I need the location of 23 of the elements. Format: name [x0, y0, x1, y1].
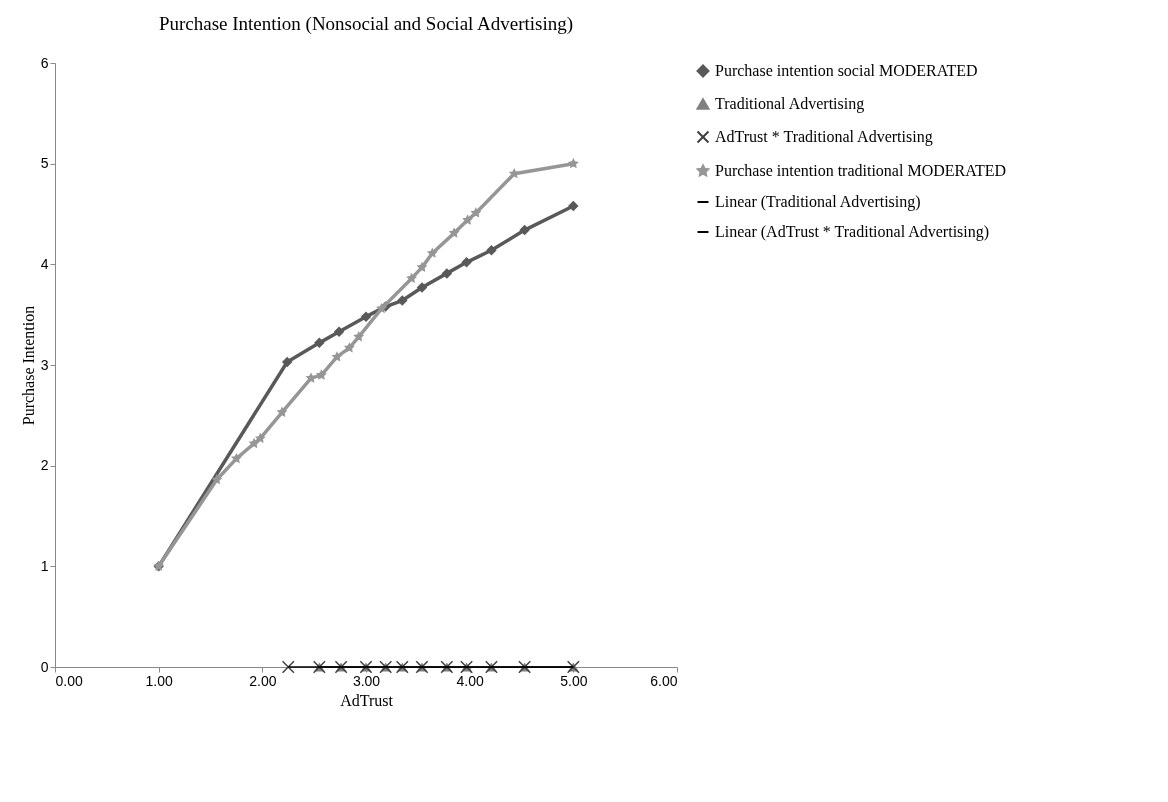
- y-axis-title: Purchase Intention: [19, 305, 37, 426]
- legend-label: Linear (Traditional Advertising): [715, 193, 921, 211]
- x-axis-title: AdTrust: [340, 691, 394, 709]
- y-tick-label: 6: [40, 54, 49, 71]
- x-tick-label: 5.00: [560, 672, 588, 689]
- x-tick-label: 6.00: [650, 672, 678, 689]
- chart-title: Purchase Intention (Nonsocial and Social Advertising): [158, 13, 574, 35]
- y-tick-label: 1: [40, 557, 49, 574]
- y-tick-label: 5: [40, 155, 49, 172]
- legend-label: Linear (AdTrust * Traditional Advertising): [715, 223, 990, 241]
- legend-label: Purchase intention traditional MODERATED: [715, 162, 1007, 179]
- x-tick-label: 3.00: [352, 672, 381, 689]
- legend-label: Traditional Advertising: [715, 95, 865, 113]
- x-tick-label: 4.00: [456, 672, 484, 689]
- x-tick-label: 1.00: [145, 672, 173, 689]
- x-tick-label: 0.00: [55, 672, 83, 689]
- legend-label: AdTrust * Traditional Advertising: [715, 128, 933, 146]
- y-tick-label: 3: [40, 356, 49, 373]
- legend-label: Purchase intention social MODERATED: [715, 62, 978, 79]
- x-tick-label: 2.00: [249, 672, 277, 689]
- y-tick-label: 0: [40, 658, 49, 675]
- y-tick-label: 2: [40, 457, 49, 474]
- y-tick-label: 4: [40, 255, 49, 272]
